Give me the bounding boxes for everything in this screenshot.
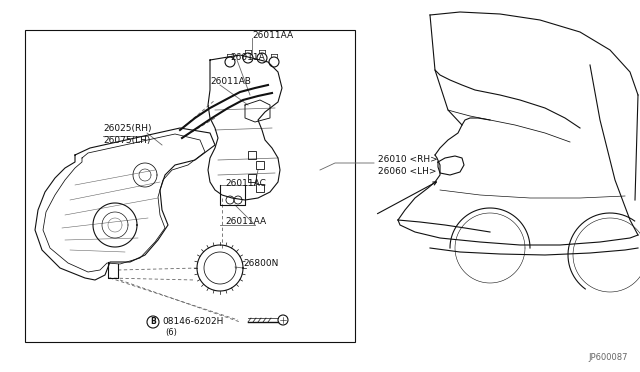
Bar: [25, 30, 355, 342]
Text: 26075(LH): 26075(LH): [103, 135, 150, 144]
Text: 26011AB: 26011AB: [210, 77, 251, 87]
Text: (6): (6): [165, 327, 177, 337]
Text: 26025(RH): 26025(RH): [103, 124, 152, 132]
Text: JP600087: JP600087: [589, 353, 628, 362]
Text: 26011AA: 26011AA: [225, 218, 266, 227]
Text: B: B: [150, 317, 156, 327]
Bar: [248, 151, 256, 159]
Bar: [256, 161, 264, 169]
Bar: [248, 174, 256, 182]
Bar: [256, 184, 264, 192]
Text: 26011AA: 26011AA: [252, 32, 293, 41]
Text: 26010 <RH>: 26010 <RH>: [378, 155, 438, 164]
Text: 26800N: 26800N: [243, 260, 278, 269]
Text: 26060 <LH>: 26060 <LH>: [378, 167, 436, 176]
Text: 08146-6202H: 08146-6202H: [162, 317, 223, 327]
Text: 26011A: 26011A: [230, 52, 265, 61]
Text: 26011AC: 26011AC: [225, 179, 266, 187]
